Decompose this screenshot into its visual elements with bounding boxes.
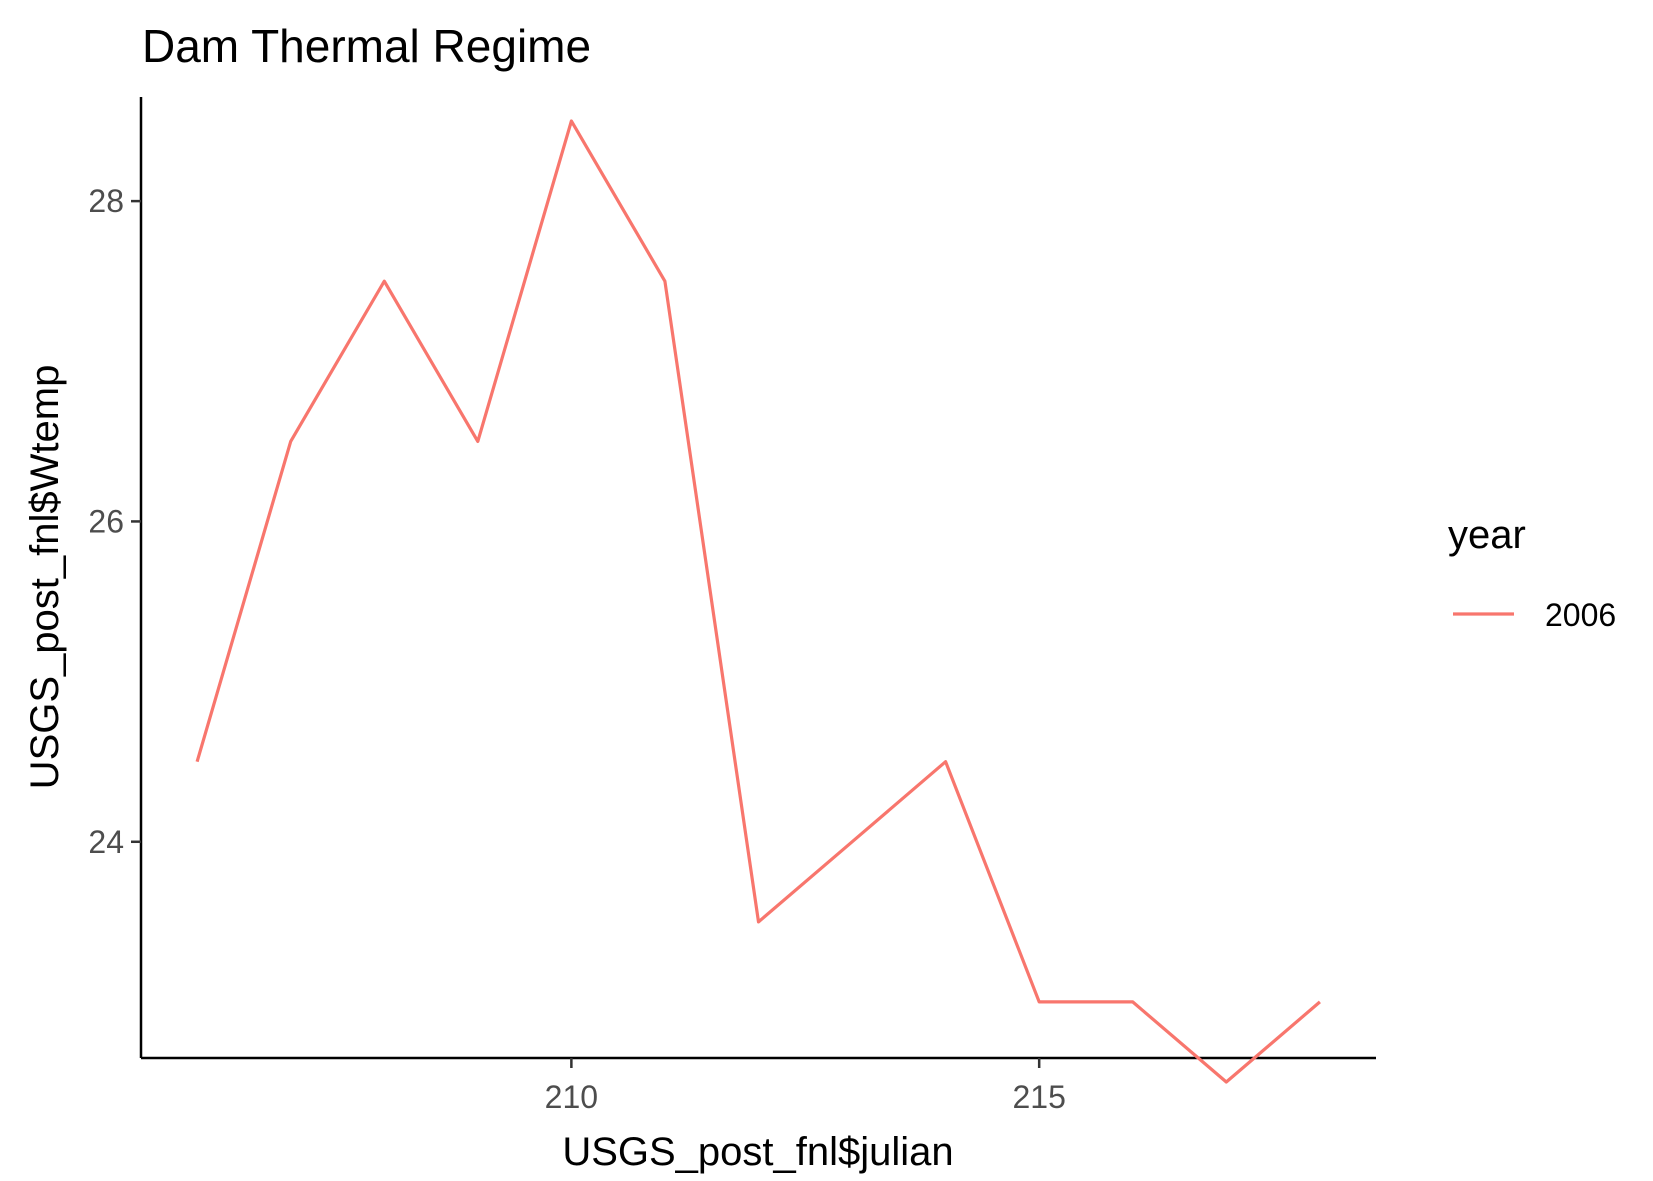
legend-label-2006: 2006 <box>1545 597 1616 633</box>
y-tick-label: 24 <box>88 824 124 860</box>
series-layer <box>195 119 1321 1084</box>
plot-area: 24 26 28 210 215 <box>88 97 1376 1115</box>
x-tick-label: 215 <box>1012 1079 1065 1115</box>
x-axis-ticks: 210 215 <box>545 1058 1066 1115</box>
y-tick-label: 28 <box>88 183 124 219</box>
series-line-2006 <box>195 119 1321 1084</box>
legend: year 2006 <box>1448 513 1616 633</box>
y-axis-title: USGS_post_fnl$Wtemp <box>23 365 67 790</box>
legend-title: year <box>1448 513 1526 557</box>
chart-title: Dam Thermal Regime <box>142 20 591 72</box>
x-axis-title: USGS_post_fnl$julian <box>562 1130 953 1174</box>
legend-entries: 2006 <box>1453 597 1616 633</box>
y-axis-ticks: 24 26 28 <box>88 183 141 860</box>
y-tick-label: 26 <box>88 503 124 539</box>
x-tick-label: 210 <box>545 1079 598 1115</box>
